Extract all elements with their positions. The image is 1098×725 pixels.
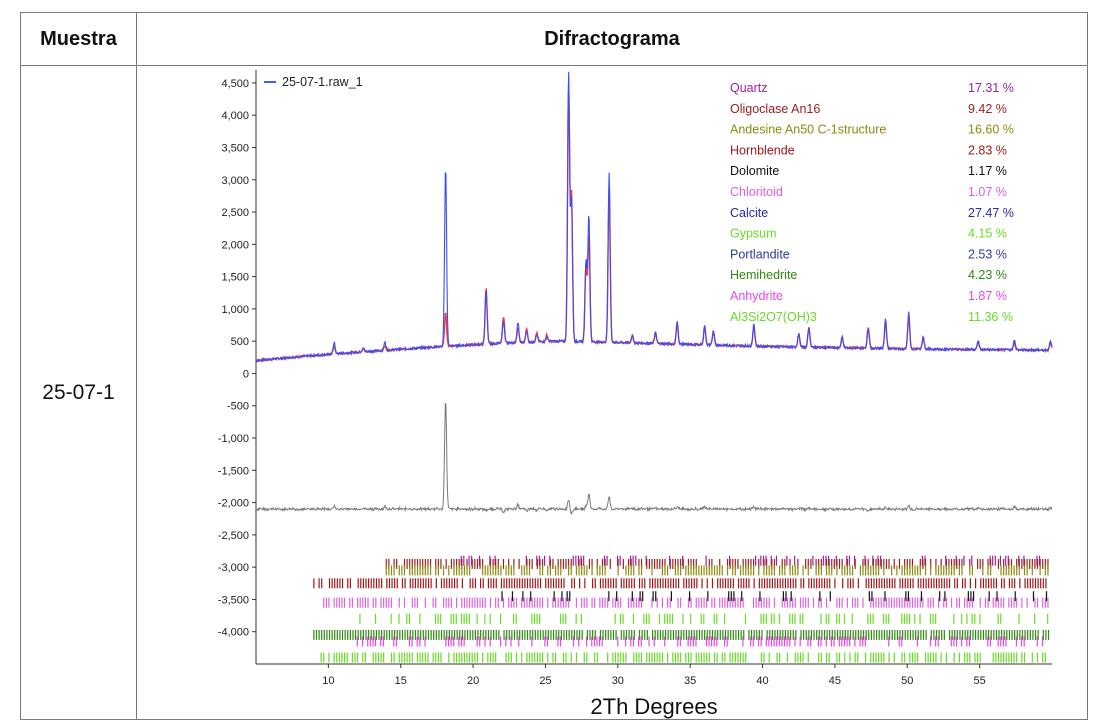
diffractogram-chart: 4,500 4,000 3,500 3,000 2,500 2,000 1,500 1,000… — [218, 70, 1053, 719]
y-tick-label: 4,000 — [221, 110, 249, 122]
phase-percent: 1.87 % — [968, 289, 1007, 303]
y-tick-label: -1,500 — [218, 465, 249, 477]
phase-name: Dolomite — [730, 164, 779, 178]
phase-percent: 9.42 % — [968, 102, 1007, 116]
x-tick-label: 55 — [974, 675, 986, 687]
y-tick-label: -2,000 — [218, 498, 249, 510]
y-tick-label: -3,000 — [218, 562, 249, 574]
phase-name: Oligoclase An16 — [730, 102, 820, 116]
phase-name: Anhydrite — [730, 289, 783, 303]
y-tick-label: -500 — [227, 401, 249, 413]
phase-percent: 1.07 % — [968, 185, 1007, 199]
y-tick-label: -4,000 — [218, 627, 249, 639]
x-axis-label: 2Th Degrees — [590, 694, 717, 719]
phase-name: Al3Si2O7(OH)3 — [730, 310, 817, 324]
sample-id: 25-07-1 — [42, 381, 115, 404]
x-tick-label: 10 — [322, 675, 334, 687]
y-tick-label: 0 — [243, 368, 249, 380]
y-tick-label: -3,500 — [218, 594, 249, 606]
chart-axes: 4,500 4,000 3,500 3,000 2,500 2,000 1,500 1,000… — [218, 70, 1052, 687]
header-diffractogram: Difractograma — [544, 27, 680, 50]
x-tick-label: 40 — [756, 675, 768, 687]
chart-series — [255, 71, 1053, 516]
phase-percent: 11.36 % — [968, 310, 1013, 324]
phase-percent: 16.60 % — [968, 123, 1014, 137]
x-tick-label: 25 — [539, 675, 551, 687]
phase-percent: 4.23 % — [968, 268, 1007, 282]
x-tick-label: 50 — [901, 675, 913, 687]
phase-percent: 27.47 % — [968, 206, 1014, 220]
legend-label: 25-07-1.raw_1 — [282, 75, 363, 89]
header-sample: Muestra — [40, 27, 117, 50]
phase-name: Hornblende — [730, 143, 795, 157]
y-tick-label: 2,500 — [221, 207, 249, 219]
x-tick-label: 45 — [829, 675, 841, 687]
y-tick-label: 1,000 — [221, 304, 249, 316]
x-tick-label: 20 — [467, 675, 479, 687]
phase-name: Gypsum — [730, 227, 777, 241]
phase-percent: 2.53 % — [968, 247, 1007, 261]
x-tick-label: 30 — [612, 675, 624, 687]
phase-percent: 2.83 % — [968, 143, 1007, 157]
y-tick-label: 500 — [231, 336, 249, 348]
calculated-series-line — [255, 83, 1053, 363]
phase-percent: 17.31 % — [968, 81, 1014, 95]
table-header-row — [21, 13, 1087, 66]
y-tick-label: 1,500 — [221, 272, 249, 284]
y-tick-label: -2,500 — [218, 530, 249, 542]
phase-name: Andesine An50 C-1structure — [730, 123, 886, 137]
phase-tick-marks — [313, 555, 1050, 663]
y-tick-label: 4,500 — [221, 78, 249, 90]
phase-name: Hemihedrite — [730, 268, 797, 282]
phase-name: Chloritoid — [730, 185, 783, 199]
results-table: Muestra Difractograma 25-07-1 — [20, 12, 1088, 720]
phase-name: Calcite — [730, 206, 768, 220]
phase-percent: 1.17 % — [968, 164, 1007, 178]
x-tick-label: 35 — [684, 675, 696, 687]
column-divider — [136, 13, 137, 719]
phase-percent: 4.15 % — [968, 227, 1007, 241]
difference-series-line — [255, 402, 1053, 516]
phase-name: Quartz — [730, 81, 768, 95]
x-tick-label: 15 — [395, 675, 407, 687]
chart-labels: 2Th Degrees 25-07-1.raw_1 Quartz 17.31 % Oli… — [264, 75, 1014, 719]
y-tick-label: 2,000 — [221, 239, 249, 251]
y-tick-label: 3,500 — [221, 142, 249, 154]
observed-series-line — [255, 71, 1053, 364]
y-tick-label: 3,000 — [221, 175, 249, 187]
phase-name: Portlandite — [730, 247, 790, 261]
y-tick-label: -1,000 — [218, 433, 249, 445]
